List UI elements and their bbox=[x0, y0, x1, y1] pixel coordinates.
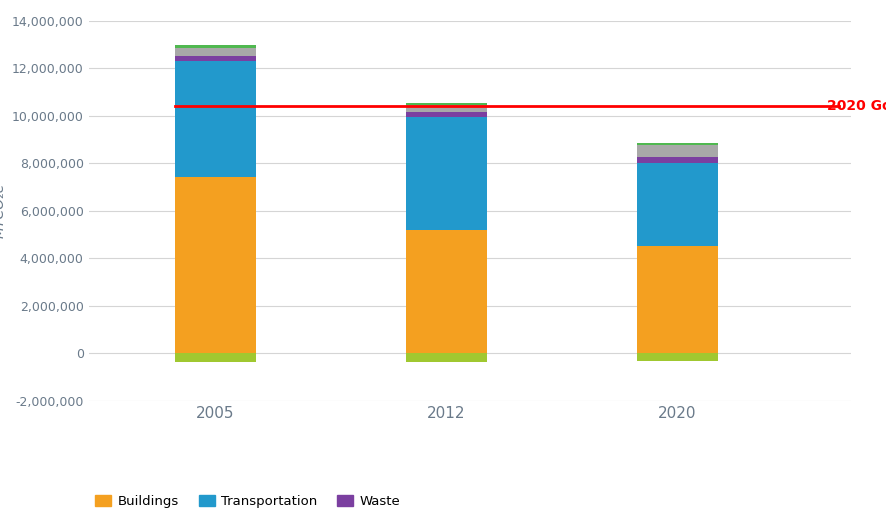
Bar bbox=[175, 56, 256, 61]
Bar bbox=[637, 145, 718, 157]
Bar bbox=[637, 163, 718, 246]
Bar bbox=[406, 117, 487, 230]
Bar bbox=[406, 112, 487, 117]
Bar bbox=[175, 61, 256, 177]
Bar bbox=[406, 230, 487, 354]
Bar bbox=[175, 48, 256, 56]
Text: 2020 Goal: 2020 Goal bbox=[828, 99, 886, 113]
Bar bbox=[406, 105, 487, 112]
Bar bbox=[406, 103, 487, 105]
Bar bbox=[175, 45, 256, 48]
Bar bbox=[406, 354, 487, 362]
Bar bbox=[175, 177, 256, 354]
Bar bbox=[637, 354, 718, 361]
Bar bbox=[637, 157, 718, 163]
Bar bbox=[637, 143, 718, 145]
Y-axis label: MTCO₂e: MTCO₂e bbox=[0, 183, 6, 238]
Bar bbox=[637, 246, 718, 354]
Bar bbox=[175, 354, 256, 362]
